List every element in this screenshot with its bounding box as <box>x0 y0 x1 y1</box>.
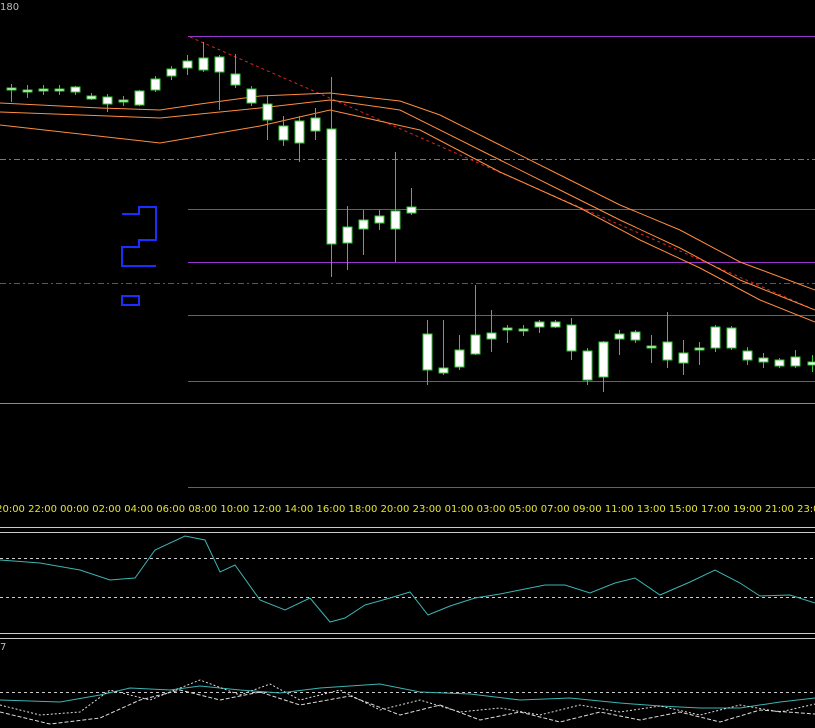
time-label: 04:00 <box>124 504 153 515</box>
time-label: 14:00 <box>284 504 313 515</box>
candle-body <box>646 345 657 349</box>
levels <box>0 36 815 488</box>
candle-body <box>550 321 561 328</box>
candle-body <box>310 117 321 132</box>
candle-body <box>342 226 353 244</box>
oscillator-panel <box>0 535 815 623</box>
candle-body <box>630 331 641 341</box>
candle-body <box>678 352 689 364</box>
blue-glyph <box>121 206 157 306</box>
candle-body <box>710 326 721 349</box>
time-label: 16:00 <box>316 504 345 515</box>
candle-body <box>6 87 17 91</box>
candles <box>6 42 815 392</box>
candle-body <box>598 341 609 378</box>
time-label: 02:00 <box>92 504 121 515</box>
time-label: 09:00 <box>573 504 602 515</box>
candle-body <box>278 125 289 141</box>
time-label: 20:00 <box>381 504 410 515</box>
candle-body <box>214 56 225 73</box>
time-label: 23:00 <box>797 504 815 515</box>
time-label: 13:00 <box>637 504 666 515</box>
candle-body <box>807 361 815 366</box>
candle-body <box>406 206 417 214</box>
candle-body <box>230 73 241 86</box>
candle-body <box>502 327 513 331</box>
candle-body <box>326 128 337 245</box>
candle-body <box>758 357 769 363</box>
time-label: 22:00 <box>28 504 57 515</box>
candle-body <box>102 96 113 105</box>
candle-body <box>358 219 369 230</box>
candle-body <box>566 324 577 352</box>
stochastic-panel <box>0 679 815 725</box>
candle-body <box>518 328 529 332</box>
time-label: 23:00 <box>413 504 442 515</box>
time-label: 21:00 <box>765 504 794 515</box>
time-label: 07:00 <box>541 504 570 515</box>
time-label: 19:00 <box>733 504 762 515</box>
candle-body <box>262 103 273 121</box>
candle-body <box>582 350 593 381</box>
candle-body <box>294 120 305 144</box>
candle-body <box>422 333 433 371</box>
sub-label: 7 <box>0 642 6 653</box>
time-label: 11:00 <box>605 504 634 515</box>
candle-body <box>54 88 65 92</box>
candle-body <box>742 350 753 361</box>
moving-averages <box>0 92 815 323</box>
candle-body <box>694 347 705 351</box>
time-label: 01:00 <box>445 504 474 515</box>
time-label: 08:00 <box>188 504 217 515</box>
candle-body <box>86 95 97 100</box>
candle-body <box>182 60 193 69</box>
candle-body <box>38 88 49 92</box>
time-label: 18:00 <box>349 504 378 515</box>
candle-body <box>390 210 401 230</box>
candle-body <box>118 99 129 103</box>
candle-body <box>454 349 465 368</box>
candle-body <box>614 333 625 340</box>
candle-body <box>166 68 177 77</box>
time-label: 20:00 <box>0 504 25 515</box>
panel-borders <box>0 527 815 639</box>
time-label: 12:00 <box>252 504 281 515</box>
candle-body <box>438 367 449 374</box>
time-label: 03:00 <box>477 504 506 515</box>
time-label: 00:00 <box>60 504 89 515</box>
candle-body <box>374 215 385 224</box>
candle-body <box>470 334 481 355</box>
candle-body <box>22 89 33 93</box>
candle-body <box>790 356 801 367</box>
candle-body <box>486 332 497 340</box>
candle-body <box>534 321 545 328</box>
time-label: 15:00 <box>669 504 698 515</box>
time-label: 05:00 <box>509 504 538 515</box>
candle-body <box>150 78 161 91</box>
candle-body <box>134 90 145 106</box>
candle-body <box>70 86 81 93</box>
time-label: 06:00 <box>156 504 185 515</box>
candle-body <box>246 88 257 104</box>
time-axis: 20:0022:0000:0002:0004:0006:0008:0010:00… <box>0 504 815 515</box>
top-label: 180 <box>0 2 19 13</box>
candle-body <box>774 359 785 367</box>
candle-body <box>198 57 209 71</box>
candle-body <box>662 341 673 361</box>
time-label: 10:00 <box>220 504 249 515</box>
time-label: 17:00 <box>701 504 730 515</box>
candle-body <box>726 327 737 349</box>
